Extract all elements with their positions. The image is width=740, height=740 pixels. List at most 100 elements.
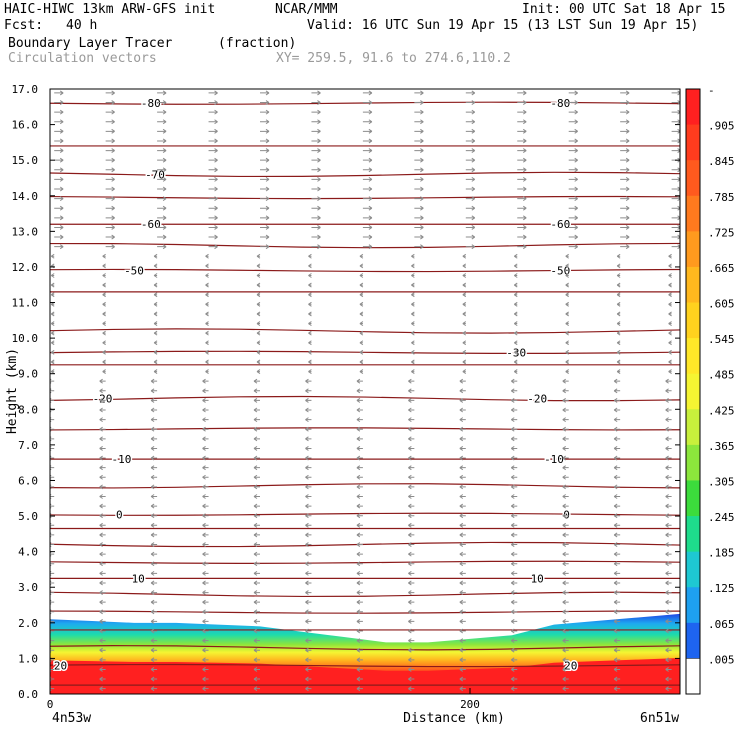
circulation-vector <box>150 676 158 682</box>
isotherm-label: -20 <box>527 393 547 406</box>
circulation-vector <box>305 446 312 451</box>
circulation-vector <box>408 513 415 519</box>
isotherm-label: -80 <box>141 97 161 110</box>
y-axis-label: Height (km) <box>5 348 20 434</box>
circulation-vector <box>102 301 106 307</box>
circulation-vector <box>150 522 158 528</box>
isotherm-line <box>50 427 680 431</box>
circulation-vector <box>620 167 630 173</box>
circulation-vector <box>411 340 415 346</box>
circulation-vector <box>616 292 621 298</box>
circulation-vector <box>408 551 415 557</box>
circulation-vector <box>153 349 158 355</box>
circulation-vector <box>54 205 64 211</box>
isotherm-label: 0 <box>116 508 123 521</box>
circulation-vector <box>305 647 312 653</box>
field-units: (fraction) <box>218 36 297 51</box>
circulation-vector <box>665 397 672 403</box>
circulation-vector <box>414 225 424 230</box>
circulation-vector <box>462 359 467 365</box>
circulation-vector <box>513 253 518 259</box>
y-tick-label: 6.0 <box>18 474 38 487</box>
circulation-vector <box>568 215 578 221</box>
circulation-vector <box>305 513 312 519</box>
isotherm-line <box>50 268 680 273</box>
circulation-vector <box>665 590 672 595</box>
circulation-vector <box>260 128 270 134</box>
circulation-vector <box>153 263 158 269</box>
circulation-vector <box>305 522 312 528</box>
circulation-vector <box>465 196 476 202</box>
circulation-vector <box>50 426 55 432</box>
circulation-vector <box>620 186 630 192</box>
circulation-vector <box>414 148 424 153</box>
circulation-vector <box>671 167 680 173</box>
circulation-vector <box>260 176 270 182</box>
circulation-vector <box>510 455 518 461</box>
circulation-vector <box>616 273 621 278</box>
circulation-vector <box>671 90 680 96</box>
circulation-vector <box>311 167 321 173</box>
circulation-vector <box>208 186 218 192</box>
circulation-vector <box>202 417 209 423</box>
circulation-vector <box>510 436 518 442</box>
circulation-vector <box>50 407 55 413</box>
circulation-vector <box>616 263 621 269</box>
y-tick-label: 5.0 <box>18 510 38 523</box>
circulation-vector <box>356 407 363 413</box>
circulation-vector <box>513 273 518 278</box>
circulation-vector <box>362 215 373 221</box>
circulation-vector <box>510 590 518 595</box>
circulation-vector <box>665 638 672 644</box>
circulation-vector <box>568 90 578 96</box>
circulation-vector <box>613 446 621 451</box>
circulation-vector <box>465 148 476 153</box>
circulation-vector <box>565 282 569 288</box>
circulation-vector <box>305 417 312 423</box>
isotherm-line <box>50 171 680 178</box>
circulation-vector <box>459 484 466 490</box>
circulation-vector <box>50 542 55 547</box>
circulation-vector <box>356 388 363 394</box>
circulation-vector <box>253 599 260 605</box>
circulation-vector <box>157 119 167 125</box>
org-label: NCAR/MMM <box>275 2 338 17</box>
circulation-vector <box>153 330 158 336</box>
circulation-vector <box>208 167 218 173</box>
circulation-vector <box>465 176 476 182</box>
circulation-vector <box>362 167 373 173</box>
circulation-vector <box>513 311 518 317</box>
circulation-vector <box>102 263 106 269</box>
circulation-vector <box>362 90 373 96</box>
circulation-vector <box>613 676 621 682</box>
circulation-vector <box>153 369 158 374</box>
circulation-vector <box>305 686 312 692</box>
circulation-vector <box>305 609 312 615</box>
circulation-vector <box>253 618 260 624</box>
circulation-vector <box>311 215 321 221</box>
circulation-vector <box>465 128 476 134</box>
circulation-vector <box>105 244 115 250</box>
circulation-vector <box>54 225 64 230</box>
circulation-vector <box>205 301 209 307</box>
circulation-vector <box>260 215 270 221</box>
circulation-vector <box>565 292 569 298</box>
circulation-vector <box>613 580 621 586</box>
circulation-vector <box>620 148 630 153</box>
y-tick-label: 4.0 <box>18 546 38 559</box>
y-tick-label: 1.0 <box>18 652 38 665</box>
circulation-vector <box>562 676 569 682</box>
circulation-vector <box>50 455 55 461</box>
circulation-vector <box>305 494 312 499</box>
circulation-vector <box>411 292 415 298</box>
circulation-vector <box>510 522 518 528</box>
circulation-vector <box>513 330 518 336</box>
circulation-vector <box>565 321 569 326</box>
circulation-vector <box>150 599 158 605</box>
circulation-vector <box>50 378 55 384</box>
circulation-vector <box>665 618 672 624</box>
circulation-vector <box>202 551 209 557</box>
isotherm-label: 0 <box>563 508 570 521</box>
circulation-vector <box>459 436 466 442</box>
circulation-vector <box>414 90 424 96</box>
